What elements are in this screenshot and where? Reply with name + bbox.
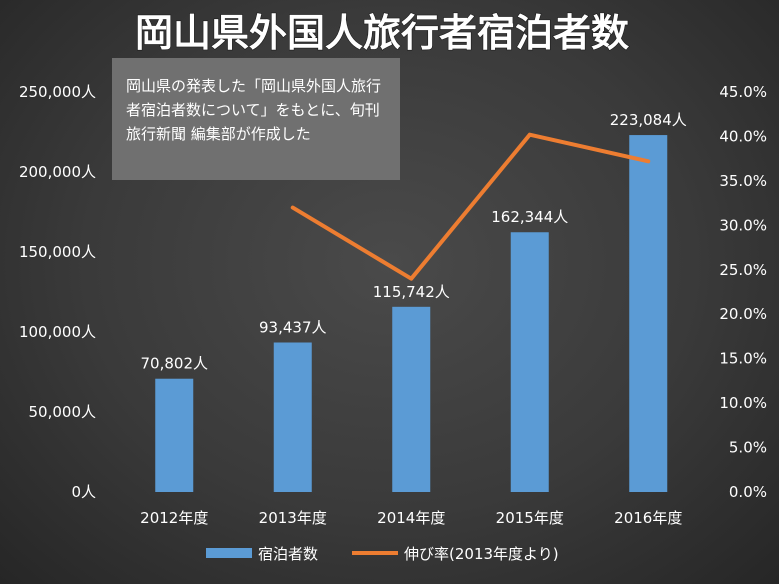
legend-label-bar: 宿泊者数 xyxy=(258,545,318,563)
left-tick-label: 100,000人 xyxy=(19,323,96,341)
bar xyxy=(155,378,194,492)
right-tick-label: 15.0% xyxy=(719,350,767,368)
bar-data-label: 93,437人 xyxy=(259,319,327,337)
right-tick-label: 35.0% xyxy=(719,172,767,190)
data-labels: 70,802人 93,437人 115,742人 162,344人 223,084人 xyxy=(141,111,687,373)
growth-rate-line xyxy=(290,132,651,281)
right-tick-label: 5.0% xyxy=(729,439,767,457)
legend: 宿泊者数 伸び率(2013年度より) xyxy=(206,545,559,563)
right-tick-label: 25.0% xyxy=(719,261,767,279)
source-note: 岡山県の発表した「岡山県外国人旅行者宿泊者数について」をもとに、旬刊旅行新聞 編… xyxy=(112,58,400,180)
bar-data-label: 162,344人 xyxy=(491,208,568,226)
left-axis: 0人 50,000人 100,000人 150,000人 200,000人 250,000… xyxy=(19,83,96,501)
left-tick-label: 50,000人 xyxy=(29,403,97,421)
line-series xyxy=(290,132,651,281)
left-tick-label: 150,000人 xyxy=(19,243,96,261)
category-label: 2012年度 xyxy=(140,509,208,527)
bar-data-label: 115,742人 xyxy=(373,283,450,301)
category-label: 2016年度 xyxy=(614,509,682,527)
legend-label-line: 伸び率(2013年度より) xyxy=(404,545,559,563)
bar xyxy=(510,232,549,492)
category-label: 2014年度 xyxy=(377,509,445,527)
right-tick-label: 0.0% xyxy=(729,483,767,501)
right-tick-label: 20.0% xyxy=(719,305,767,323)
left-tick-label: 0人 xyxy=(71,483,96,501)
bar-data-label: 70,802人 xyxy=(141,355,209,373)
left-tick-label: 250,000人 xyxy=(19,83,96,101)
left-tick-label: 200,000人 xyxy=(19,163,96,181)
bar xyxy=(273,342,312,492)
bar xyxy=(629,135,668,492)
category-label: 2013年度 xyxy=(259,509,327,527)
right-tick-label: 40.0% xyxy=(719,127,767,145)
right-tick-label: 45.0% xyxy=(719,83,767,101)
category-label: 2015年度 xyxy=(496,509,564,527)
bar xyxy=(392,306,431,492)
bar-data-label: 223,084人 xyxy=(610,111,687,129)
bar-series xyxy=(155,135,668,492)
legend-swatch-bar xyxy=(206,548,252,558)
right-tick-label: 30.0% xyxy=(719,216,767,234)
right-tick-label: 10.0% xyxy=(719,394,767,412)
chart-title: 岡山県外国人旅行者宿泊者数 xyxy=(135,11,629,55)
right-axis: 0.0% 5.0% 10.0% 15.0% 20.0% 25.0% 30.0% 35.0% 40… xyxy=(719,83,767,501)
category-axis: 2012年度 2013年度 2014年度 2015年度 2016年度 xyxy=(140,509,682,527)
